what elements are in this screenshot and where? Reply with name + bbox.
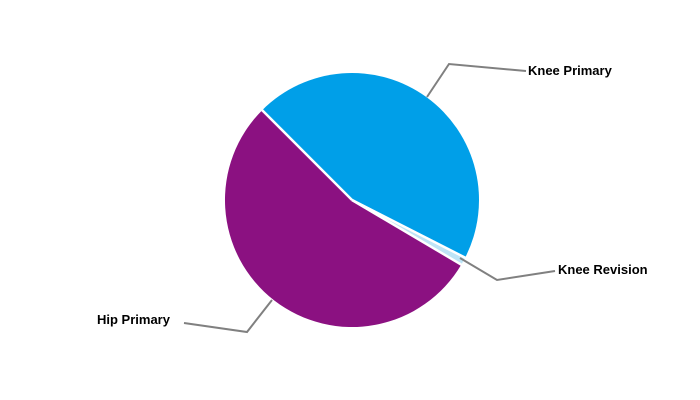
leader-line-knee-primary [426, 62, 527, 98]
pie-wedges [224, 73, 480, 328]
label-knee-revision: Knee Revision [558, 262, 648, 277]
slice-separator [351, 198, 463, 267]
label-knee-primary: Knee Primary [528, 63, 612, 78]
leader-line-knee-revision [459, 257, 556, 282]
pie-slice-knee-primary [262, 73, 480, 258]
label-hip-primary: Hip Primary [97, 312, 170, 327]
slice-separator [260, 108, 353, 201]
slice-separator [351, 198, 467, 260]
pie-slice-hip-primary [224, 110, 462, 328]
pie-slice-separators [260, 108, 467, 267]
leader-line-hip-primary [183, 299, 273, 334]
